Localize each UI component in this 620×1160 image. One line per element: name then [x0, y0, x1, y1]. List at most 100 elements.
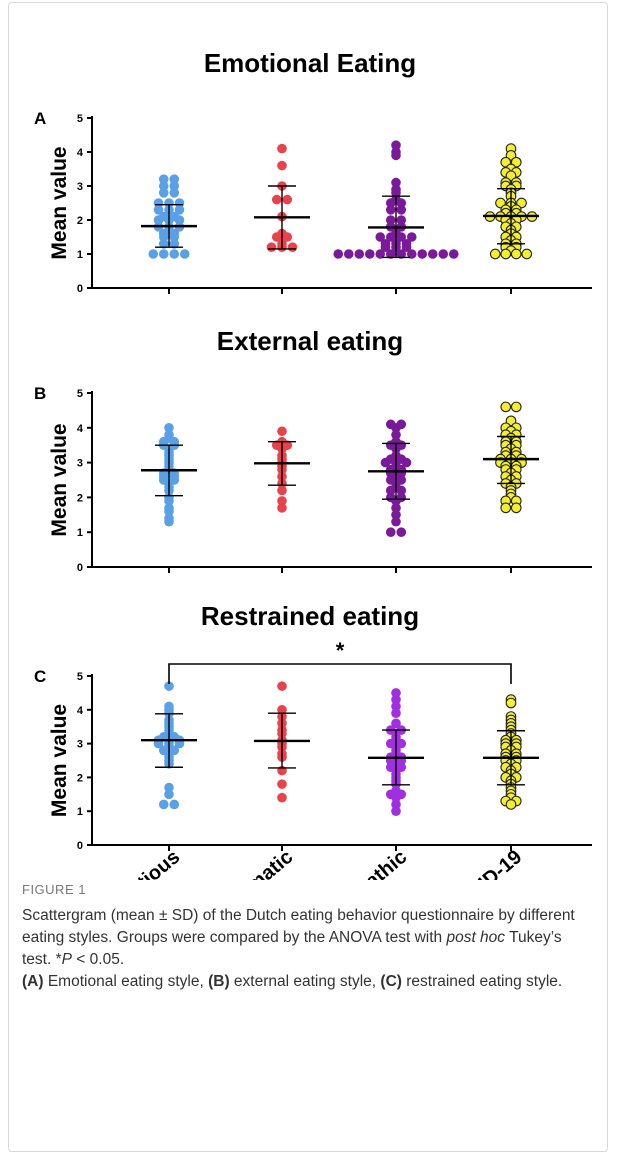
data-point — [364, 249, 375, 259]
data-point — [277, 792, 287, 803]
category-label: Posttraumatic — [181, 846, 297, 880]
data-point — [169, 239, 180, 249]
y-tick-label: 1 — [77, 806, 83, 818]
data-point — [401, 242, 412, 252]
data-point — [396, 198, 407, 208]
data-point — [282, 232, 293, 242]
y-tick-label: 4 — [77, 423, 84, 435]
data-point — [391, 150, 401, 161]
data-point — [164, 423, 174, 433]
data-point — [158, 799, 169, 810]
data-point — [158, 174, 169, 184]
y-tick-label: 0 — [77, 840, 83, 852]
data-point — [510, 502, 522, 514]
data-point — [169, 232, 180, 242]
data-point — [271, 194, 282, 205]
data-point — [396, 232, 407, 242]
data-point — [391, 429, 401, 440]
data-point — [391, 688, 401, 698]
data-point — [391, 718, 401, 729]
data-point — [277, 681, 287, 691]
data-point — [277, 485, 287, 496]
category-label: COVID-19 — [441, 846, 526, 880]
data-point — [277, 496, 287, 506]
data-point — [391, 177, 401, 188]
data-point — [391, 694, 401, 705]
data-point — [521, 248, 533, 260]
data-point — [401, 457, 412, 468]
data-point — [282, 194, 293, 205]
data-point — [385, 527, 396, 537]
data-point — [343, 249, 354, 259]
data-point — [391, 708, 401, 718]
y-axis-label: Mean value — [48, 423, 71, 536]
data-point — [164, 496, 174, 506]
y-tick-label: 1 — [77, 249, 83, 261]
data-point — [277, 779, 287, 789]
data-point — [375, 232, 386, 242]
figure-caption: FIGURE 1 Scattergram (mean ± SD) of the … — [22, 882, 592, 993]
data-point — [505, 799, 517, 810]
panel-letter: B — [34, 384, 46, 403]
data-point — [427, 249, 438, 259]
y-tick-label: 0 — [77, 562, 83, 574]
data-point — [510, 248, 522, 260]
data-point — [448, 249, 459, 259]
data-point — [277, 426, 287, 437]
data-point — [158, 181, 169, 191]
y-tick-label: 2 — [77, 772, 83, 784]
data-point — [375, 249, 386, 259]
data-point — [153, 215, 164, 225]
y-tick-label: 2 — [77, 215, 83, 227]
data-point — [391, 188, 401, 198]
caption-text: Scattergram (mean ± SD) of the Dutch eat… — [22, 907, 575, 990]
data-point — [391, 510, 401, 520]
data-point — [505, 415, 517, 427]
y-tick-label: 5 — [77, 388, 83, 400]
data-point — [500, 502, 512, 514]
data-point — [148, 249, 159, 259]
data-point — [380, 242, 391, 252]
data-point — [169, 188, 180, 198]
data-point — [277, 503, 287, 513]
data-point — [164, 789, 174, 800]
data-point — [164, 681, 174, 691]
data-point — [505, 697, 517, 709]
data-point — [266, 242, 277, 252]
data-point — [354, 249, 365, 259]
data-point — [396, 527, 407, 537]
panel-letter: A — [34, 109, 46, 128]
data-point — [158, 232, 169, 242]
significance-bracket — [168, 663, 512, 684]
data-point — [169, 174, 180, 184]
data-point — [385, 205, 396, 215]
data-point — [169, 181, 180, 191]
data-point — [391, 516, 401, 527]
significance-marker: * — [336, 638, 345, 663]
y-tick-label: 4 — [77, 705, 84, 717]
data-point — [391, 806, 401, 816]
data-point — [179, 249, 190, 259]
y-tick-label: 0 — [77, 283, 83, 295]
data-point — [438, 249, 449, 259]
y-tick-label: 2 — [77, 492, 83, 504]
data-point — [169, 799, 180, 810]
data-point — [391, 799, 401, 810]
data-point — [287, 242, 298, 252]
data-point — [417, 249, 428, 259]
y-tick-label: 3 — [77, 181, 83, 193]
data-point — [391, 140, 401, 150]
data-point — [391, 503, 401, 513]
panel-title: External eating — [217, 326, 403, 356]
category-label: Idiopathic — [325, 846, 411, 880]
data-point — [153, 205, 164, 215]
y-tick-label: 5 — [77, 113, 83, 125]
data-point — [271, 232, 282, 242]
data-point — [164, 782, 174, 793]
y-tick-label: 4 — [77, 147, 84, 159]
y-tick-label: 1 — [77, 527, 83, 539]
data-point — [169, 249, 180, 259]
data-point — [500, 248, 512, 260]
data-point — [391, 701, 401, 712]
panel-title: Restrained eating — [201, 601, 419, 631]
